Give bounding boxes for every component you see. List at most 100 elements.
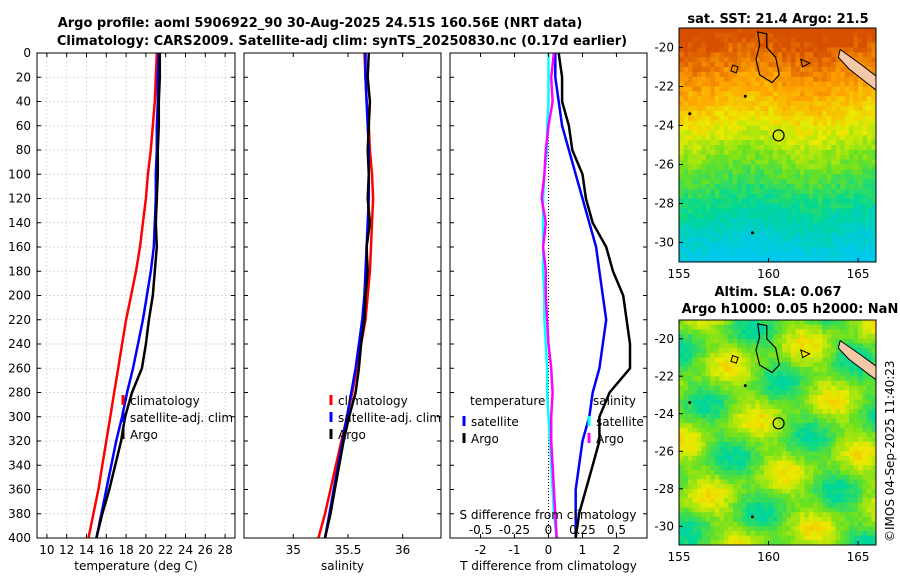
map-cell [782, 385, 788, 391]
map-cell [835, 512, 841, 518]
map-cell [719, 320, 725, 326]
map-cell [858, 135, 864, 141]
map-cell [701, 521, 707, 527]
legend-label: climatology [130, 394, 200, 408]
map-cell [826, 427, 832, 434]
map-cell [804, 399, 810, 405]
map-cell [831, 343, 837, 349]
map-cell [750, 57, 756, 63]
map-cell [867, 348, 873, 354]
map-cell [782, 62, 788, 68]
map-cell [853, 479, 859, 485]
map-cell [782, 135, 788, 141]
map-cell [705, 213, 711, 219]
map-cell [849, 208, 855, 214]
map-cell [840, 203, 846, 209]
map-cell [862, 465, 868, 471]
legend-label: satellite-adj. clim [130, 411, 233, 425]
map-cell [822, 380, 828, 387]
map-cell [782, 376, 788, 382]
map-cell [759, 149, 765, 156]
map-cell [679, 460, 685, 466]
map-cell [777, 208, 783, 214]
map-cell [683, 334, 689, 340]
map-cell [755, 357, 761, 363]
map-cell [701, 432, 707, 438]
map-cell [840, 352, 846, 359]
map-cell [844, 362, 850, 368]
map-cell [853, 470, 859, 476]
map-cell [728, 320, 734, 326]
map-cell [723, 28, 729, 34]
map-y-tick-label: -30 [654, 236, 674, 250]
map-cell [714, 488, 720, 495]
map-cell [799, 28, 805, 34]
map-cell [871, 37, 876, 44]
map-cell [858, 76, 864, 83]
map-cell [723, 130, 729, 136]
map-cell [759, 526, 765, 532]
map-cell [831, 57, 837, 63]
map-cell [723, 334, 729, 340]
map-cell [737, 535, 743, 541]
map-cell [696, 81, 702, 88]
map-cell [782, 380, 788, 387]
map-cell [795, 352, 801, 359]
map-cell [790, 140, 796, 146]
map-cell [782, 437, 788, 443]
map-cell [679, 329, 685, 335]
map-cell [799, 502, 805, 509]
map-cell [849, 479, 855, 485]
map-cell [683, 324, 689, 330]
map-cell [840, 164, 846, 170]
map-cell [728, 169, 734, 175]
map-cell [840, 115, 846, 122]
map-cell [688, 390, 694, 396]
map-cell [844, 371, 850, 377]
map-cell [696, 242, 702, 248]
map-cell [705, 154, 711, 161]
map-cell [871, 252, 876, 258]
map-cell [867, 57, 873, 63]
map-cell [692, 474, 698, 480]
map-cell [871, 455, 876, 462]
map-cell [858, 223, 864, 229]
map-cell [867, 441, 873, 448]
map-cell [773, 184, 779, 190]
map-cell [741, 474, 747, 480]
map-cell [773, 441, 779, 448]
map-cell [741, 395, 747, 401]
map-cell [759, 159, 765, 166]
map-cell [840, 71, 846, 78]
map-cell [795, 120, 801, 127]
y-tick-label: 0 [23, 46, 31, 60]
map-cell [701, 540, 707, 545]
map-cell [858, 213, 864, 219]
map-cell [764, 159, 770, 166]
map-cell [755, 237, 761, 244]
map-cell [741, 460, 747, 466]
map-cell [786, 140, 792, 146]
map-cell [858, 57, 864, 63]
map-cell [799, 324, 805, 330]
map-cell [701, 237, 707, 244]
map-cell [683, 329, 689, 335]
map-cell [683, 366, 689, 373]
map-cell [849, 37, 855, 44]
map-cell [853, 76, 859, 83]
map-cell [826, 130, 832, 136]
map-cell [746, 81, 752, 88]
map-cell [786, 390, 792, 396]
map-cell [755, 334, 761, 340]
map-cell [768, 470, 774, 476]
map-cell [840, 493, 846, 499]
map-cell [822, 198, 828, 205]
map-cell [795, 460, 801, 466]
map-cell [844, 465, 850, 471]
map-cell [817, 145, 823, 151]
map-cell [737, 460, 743, 466]
map-cell [692, 96, 698, 102]
map-cell [746, 366, 752, 373]
map-cell [835, 488, 841, 495]
map-cell [786, 91, 792, 97]
